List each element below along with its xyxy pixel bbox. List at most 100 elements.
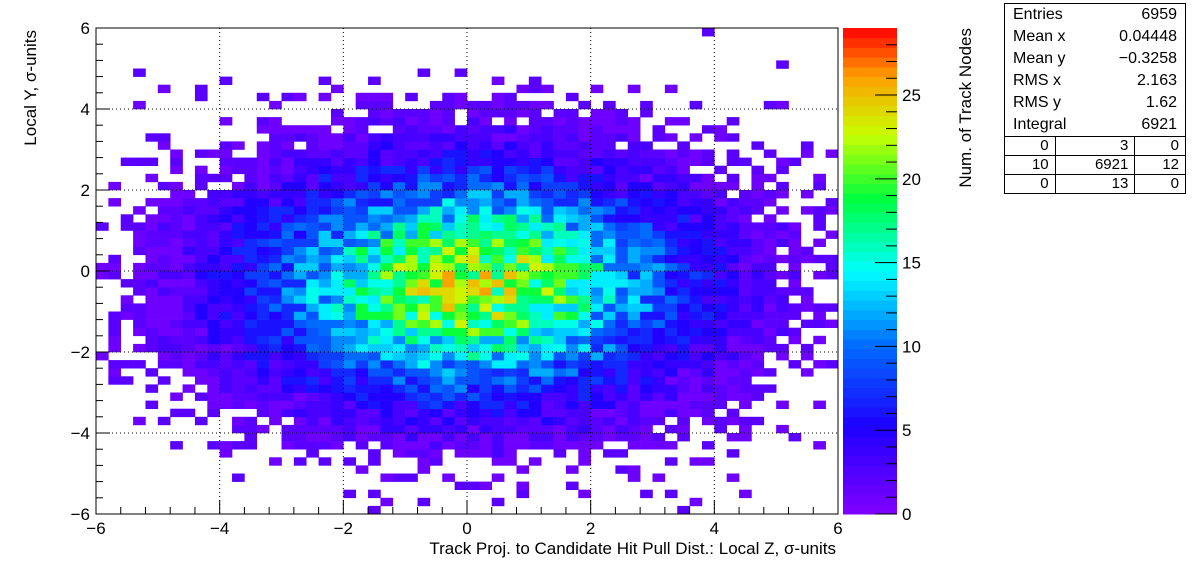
- heatmap-cell: [467, 303, 480, 312]
- heatmap-cell: [640, 384, 653, 393]
- heatmap-cell: [615, 181, 629, 191]
- heatmap-cell: [615, 352, 629, 361]
- heatmap-cell: [627, 141, 641, 150]
- heatmap-cell: [677, 262, 690, 272]
- heatmap-cell: [528, 271, 542, 280]
- heatmap-cell: [232, 360, 245, 369]
- heatmap-cell: [281, 238, 295, 247]
- heatmap-cell: [219, 173, 233, 183]
- heatmap-cell: [343, 352, 356, 361]
- heatmap-cell: [454, 271, 468, 280]
- heatmap-cell: [578, 360, 591, 369]
- heatmap-cell: [293, 262, 307, 272]
- heatmap-cell: [293, 360, 307, 369]
- heatmap-cell: [689, 222, 703, 231]
- heatmap-cell: [553, 424, 567, 434]
- heatmap-cell: [714, 392, 727, 401]
- heatmap-cell: [182, 198, 196, 207]
- color-bar-segment: [843, 358, 897, 369]
- heatmap-cell: [504, 457, 517, 466]
- heatmap-cell: [615, 392, 629, 401]
- heatmap-cell: [256, 190, 270, 199]
- heatmap-cell: [640, 198, 653, 207]
- heatmap-cell: [640, 327, 653, 337]
- heatmap-cell: [516, 295, 530, 304]
- heatmap-cell: [467, 335, 480, 345]
- heatmap-cell: [504, 416, 517, 426]
- heatmap-cell: [739, 433, 752, 442]
- heatmap-cell: [640, 165, 653, 175]
- heatmap-cell: [516, 335, 530, 345]
- heatmap-cell: [603, 149, 616, 158]
- heatmap-cell: [701, 198, 715, 207]
- heatmap-cell: [207, 319, 220, 328]
- heatmap-cell: [491, 173, 505, 183]
- heatmap-cell: [355, 222, 369, 231]
- heatmap-cell: [726, 214, 740, 223]
- heatmap-cell: [528, 125, 542, 134]
- color-bar-segment: [843, 407, 897, 418]
- heatmap-cell: [800, 295, 814, 304]
- heatmap-cell: [590, 352, 604, 361]
- heatmap-cell: [157, 287, 171, 296]
- heatmap-cell: [504, 214, 517, 223]
- heatmap-cell: [776, 190, 789, 199]
- heatmap-cell: [603, 157, 616, 166]
- heatmap-cell: [788, 246, 802, 256]
- heatmap-cell: [714, 133, 727, 142]
- heatmap-cell: [429, 214, 443, 223]
- heatmap-cell: [442, 181, 455, 191]
- heatmap-cell: [355, 271, 369, 280]
- heatmap-cell: [776, 271, 789, 280]
- heatmap-cell: [603, 433, 616, 442]
- heatmap-cell: [726, 360, 740, 369]
- heatmap-cell: [429, 319, 443, 328]
- heatmap-cell: [664, 254, 678, 264]
- heatmap-cell: [454, 222, 468, 231]
- heatmap-cell: [714, 343, 727, 353]
- heatmap-cell: [590, 287, 604, 296]
- heatmap-cell: [182, 214, 196, 223]
- heatmap-cell: [170, 287, 183, 296]
- heatmap-cell: [590, 173, 604, 183]
- heatmap-cell: [281, 181, 295, 191]
- heatmap-cell: [392, 246, 406, 256]
- heatmap-cell: [417, 141, 431, 150]
- heatmap-cell: [429, 368, 443, 377]
- heatmap-cell: [763, 271, 777, 280]
- heatmap-cell: [677, 319, 690, 328]
- heatmap-cell: [627, 262, 641, 272]
- heatmap-cell: [318, 303, 332, 312]
- heatmap-cell: [590, 384, 604, 393]
- heatmap-cell: [467, 384, 480, 393]
- heatmap-cell: [207, 311, 220, 320]
- heatmap-cell: [714, 230, 727, 239]
- heatmap-cell: [677, 198, 690, 207]
- heatmap-cell: [368, 238, 381, 247]
- heatmap-cell: [281, 254, 295, 264]
- heatmap-cell: [442, 198, 455, 207]
- heatmap-cell: [553, 165, 567, 175]
- heatmap-cell: [615, 465, 629, 474]
- heatmap-cell: [133, 279, 146, 288]
- heatmap-cell: [232, 368, 245, 377]
- heatmap-cell: [504, 424, 517, 434]
- heatmap-cell: [565, 424, 579, 434]
- heatmap-cell: [232, 327, 245, 337]
- heatmap-cell: [306, 214, 319, 223]
- heatmap-cell: [664, 360, 678, 369]
- heatmap-cell: [528, 279, 542, 288]
- heatmap-cell: [701, 343, 715, 353]
- heatmap-cell: [504, 408, 517, 418]
- heatmap-cell: [553, 368, 567, 377]
- heatmap-cell: [120, 157, 134, 166]
- heatmap-cell: [739, 335, 752, 345]
- heatmap-cell: [368, 287, 381, 296]
- heatmap-cell: [194, 222, 208, 231]
- heatmap-cell: [467, 392, 480, 401]
- heatmap-cell: [343, 489, 356, 499]
- heatmap-cell: [652, 384, 666, 393]
- heatmap-cell: [640, 262, 653, 272]
- heatmap-cell: [516, 84, 530, 94]
- heatmap-cell: [664, 117, 678, 126]
